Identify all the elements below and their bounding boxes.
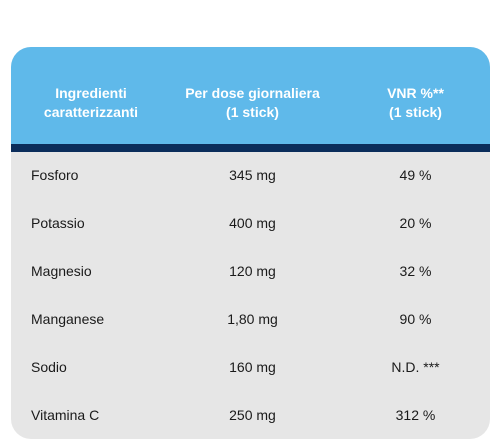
row-vnr: N.D. *** <box>391 359 440 375</box>
row-ingredient: Manganese <box>31 311 105 327</box>
header-vnr-line-1: VNR %** <box>387 85 444 101</box>
header-vnr-line-2: (1 stick) <box>389 104 442 120</box>
row-vnr: 20 % <box>399 215 432 231</box>
table-row: Fosforo 345 mg 49 % <box>11 152 490 200</box>
header-ingredients: Ingredienti caratterizzanti <box>11 84 171 122</box>
row-vnr: 32 % <box>399 263 432 279</box>
header-ingredients-line-2: caratterizzanti <box>43 104 139 120</box>
row-dose: 120 mg <box>229 263 276 279</box>
header-vnr: VNR %** (1 stick) <box>341 84 490 122</box>
row-ingredient: Potassio <box>31 215 85 231</box>
table-row: Manganese 1,80 mg 90 % <box>11 296 490 344</box>
header-divider <box>11 144 490 152</box>
table-row: Vitamina C 250 mg 312 % <box>11 392 490 439</box>
row-dose: 1,80 mg <box>227 311 278 327</box>
row-ingredient: Sodio <box>31 359 67 375</box>
header-daily-dose-line-1: Per dose giornaliera <box>185 85 320 101</box>
row-ingredient: Magnesio <box>31 263 92 279</box>
table-row: Potassio 400 mg 20 % <box>11 200 490 248</box>
row-ingredient: Vitamina C <box>31 407 100 423</box>
header-daily-dose: Per dose giornaliera (1 stick) <box>175 84 330 122</box>
row-ingredient: Fosforo <box>31 167 79 183</box>
table-body: Fosforo 345 mg 49 % Potassio 400 mg 20 %… <box>11 152 490 439</box>
header-ingredients-line-1: Ingredienti <box>55 85 127 101</box>
row-vnr: 49 % <box>399 167 432 183</box>
table-row: Magnesio 120 mg 32 % <box>11 248 490 296</box>
table-row: Sodio 160 mg N.D. *** <box>11 344 490 392</box>
row-dose: 400 mg <box>229 215 276 231</box>
row-vnr: 90 % <box>399 311 432 327</box>
row-dose: 345 mg <box>229 167 276 183</box>
row-vnr: 312 % <box>395 407 436 423</box>
row-dose: 160 mg <box>229 359 276 375</box>
header-daily-dose-line-2: (1 stick) <box>226 104 279 120</box>
nutrition-table: Ingredienti caratterizzanti Per dose gio… <box>11 47 490 439</box>
row-dose: 250 mg <box>229 407 276 423</box>
table-header: Ingredienti caratterizzanti Per dose gio… <box>11 47 490 144</box>
